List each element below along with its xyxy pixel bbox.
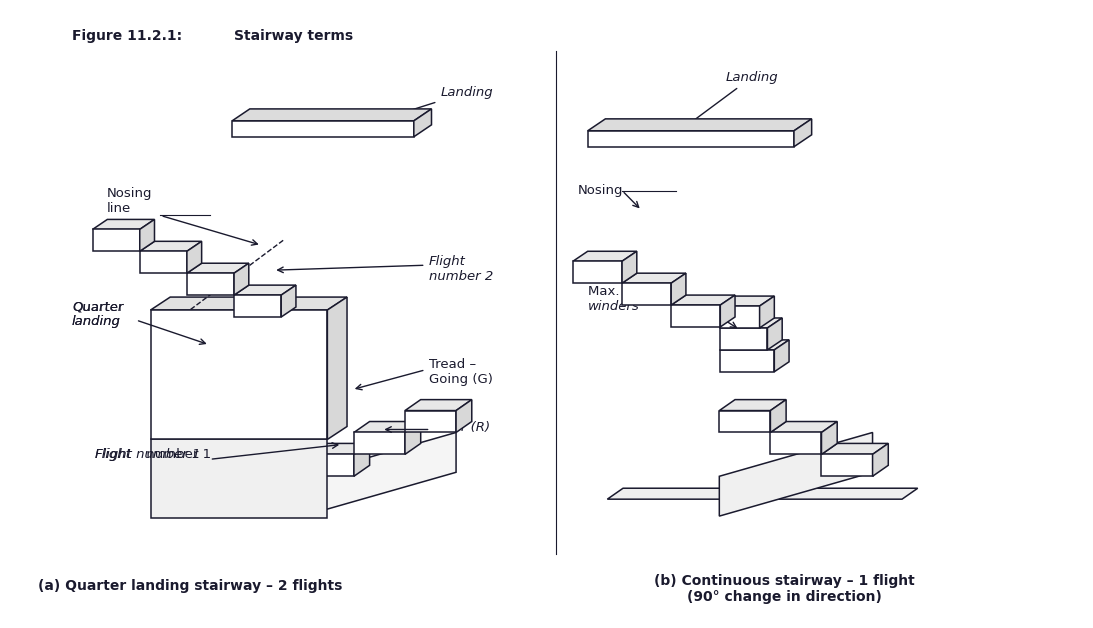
Polygon shape bbox=[93, 219, 154, 229]
Polygon shape bbox=[354, 433, 406, 455]
Polygon shape bbox=[354, 443, 369, 476]
Polygon shape bbox=[303, 455, 354, 476]
Polygon shape bbox=[140, 219, 154, 251]
Polygon shape bbox=[719, 411, 771, 433]
Polygon shape bbox=[771, 433, 822, 455]
Polygon shape bbox=[187, 263, 249, 273]
Polygon shape bbox=[671, 305, 720, 327]
Polygon shape bbox=[622, 283, 671, 305]
Text: Nosing
line: Nosing line bbox=[106, 187, 152, 215]
Polygon shape bbox=[720, 295, 734, 327]
Polygon shape bbox=[794, 119, 812, 147]
Polygon shape bbox=[720, 318, 783, 328]
Polygon shape bbox=[93, 229, 140, 251]
Text: Flight: Flight bbox=[95, 448, 131, 461]
Text: Quarter: Quarter bbox=[72, 300, 124, 313]
Text: number 1: number 1 bbox=[142, 448, 211, 461]
Polygon shape bbox=[140, 241, 201, 251]
Polygon shape bbox=[573, 261, 622, 283]
Polygon shape bbox=[767, 318, 783, 350]
Polygon shape bbox=[719, 433, 872, 516]
Polygon shape bbox=[151, 297, 346, 310]
Polygon shape bbox=[720, 328, 767, 350]
Text: landing: landing bbox=[72, 315, 121, 328]
Text: Nosing: Nosing bbox=[578, 184, 623, 197]
Polygon shape bbox=[720, 350, 774, 372]
Polygon shape bbox=[303, 443, 369, 455]
Polygon shape bbox=[771, 399, 786, 433]
Polygon shape bbox=[622, 251, 637, 283]
Polygon shape bbox=[822, 421, 837, 455]
Polygon shape bbox=[151, 440, 328, 518]
Polygon shape bbox=[822, 455, 872, 476]
Polygon shape bbox=[588, 131, 794, 147]
Polygon shape bbox=[774, 340, 789, 372]
Text: winders: winders bbox=[588, 300, 639, 313]
Text: Riser (R): Riser (R) bbox=[434, 421, 491, 434]
Polygon shape bbox=[140, 251, 187, 273]
Polygon shape bbox=[622, 273, 686, 283]
Polygon shape bbox=[281, 285, 296, 317]
Polygon shape bbox=[406, 399, 472, 411]
Text: (b) Continuous stairway – 1 flight
(90° change in direction): (b) Continuous stairway – 1 flight (90° … bbox=[654, 574, 915, 604]
Polygon shape bbox=[234, 263, 249, 295]
Text: Figure 11.2.1:: Figure 11.2.1: bbox=[72, 30, 183, 43]
Polygon shape bbox=[234, 285, 296, 295]
Polygon shape bbox=[719, 399, 786, 411]
Polygon shape bbox=[232, 109, 432, 121]
Text: Stairway terms: Stairway terms bbox=[234, 30, 353, 43]
Polygon shape bbox=[406, 421, 421, 455]
Polygon shape bbox=[328, 297, 346, 440]
Polygon shape bbox=[720, 340, 789, 350]
Text: Landing: Landing bbox=[670, 71, 778, 138]
Text: Landing: Landing bbox=[356, 86, 493, 129]
Text: Tread –
Going (G): Tread – Going (G) bbox=[428, 358, 493, 386]
Polygon shape bbox=[354, 421, 421, 433]
Polygon shape bbox=[406, 411, 456, 433]
Polygon shape bbox=[720, 296, 774, 306]
Text: Flight number 1: Flight number 1 bbox=[95, 448, 200, 461]
Polygon shape bbox=[151, 310, 328, 440]
Text: Quarter
landing: Quarter landing bbox=[72, 300, 124, 328]
Polygon shape bbox=[588, 119, 812, 131]
Polygon shape bbox=[456, 399, 472, 433]
Polygon shape bbox=[414, 109, 432, 137]
Text: Max. 3: Max. 3 bbox=[588, 285, 632, 298]
Polygon shape bbox=[232, 121, 414, 137]
Polygon shape bbox=[303, 433, 456, 516]
Polygon shape bbox=[187, 241, 201, 273]
Polygon shape bbox=[822, 443, 889, 455]
Polygon shape bbox=[760, 296, 774, 328]
Polygon shape bbox=[671, 295, 734, 305]
Polygon shape bbox=[573, 251, 637, 261]
Text: Flight
number 2: Flight number 2 bbox=[428, 255, 493, 283]
Polygon shape bbox=[671, 273, 686, 305]
Polygon shape bbox=[771, 421, 837, 433]
Polygon shape bbox=[608, 488, 918, 499]
Text: (a) Quarter landing stairway – 2 flights: (a) Quarter landing stairway – 2 flights bbox=[37, 579, 342, 593]
Polygon shape bbox=[872, 443, 889, 476]
Polygon shape bbox=[187, 273, 234, 295]
Polygon shape bbox=[234, 295, 281, 317]
Polygon shape bbox=[720, 306, 760, 328]
